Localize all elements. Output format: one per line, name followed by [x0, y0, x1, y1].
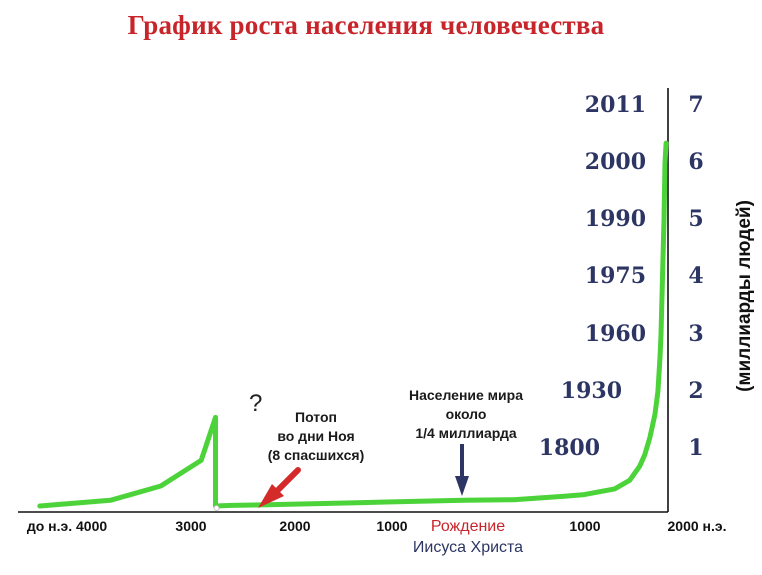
series-line-0	[37, 140, 669, 509]
flood-arrow-shaft	[275, 467, 301, 493]
question-mark: ?	[249, 390, 263, 417]
year-label-1975: 1975	[584, 263, 646, 290]
year-label-2000: 2000	[584, 149, 646, 176]
year-label-2011: 2011	[584, 92, 646, 118]
year-label-1930: 1930	[560, 377, 622, 404]
y-tick-label-4: 4	[688, 263, 704, 290]
flood-point	[213, 505, 220, 511]
year-label-1800: 1800	[538, 434, 600, 461]
population-arrow-head	[455, 476, 469, 496]
x-tick-label-5: 2000 н.э.	[667, 518, 727, 534]
x-tick-label-3: 1000	[376, 518, 408, 534]
x-tick-label-2: 2000	[279, 518, 311, 534]
x-tick-label-0: до н.э. 4000	[26, 518, 108, 534]
x-tick-label-1: 3000	[175, 518, 207, 534]
y-tick-label-2: 2	[688, 377, 704, 404]
y-tick-label-5: 5	[688, 206, 704, 233]
flood-annotation: Потоп во дни Ноя (8 спасшихся)	[267, 409, 365, 463]
birth-annotation-line2: Иисуса Христа	[412, 539, 524, 556]
y-tick-label-6: 6	[688, 149, 704, 176]
year-label-1960: 1960	[584, 320, 646, 347]
y-tick-label-7: 7	[688, 92, 704, 118]
birth-annotation: Рождение Иисуса Христа	[413, 516, 523, 558]
birth-annotation-line1: Рождение	[430, 518, 506, 535]
y-axis-label: (миллиарды людей)	[734, 200, 755, 392]
year-label-1990: 1990	[584, 206, 646, 233]
y-tick-label-3: 3	[688, 320, 704, 347]
chart-title: График роста населения человечества	[127, 10, 605, 40]
population-annotation: Население мира около 1/4 миллиарда	[408, 387, 523, 441]
x-tick-label-4: 1000	[569, 518, 601, 534]
y-tick-label-1: 1	[688, 434, 704, 461]
